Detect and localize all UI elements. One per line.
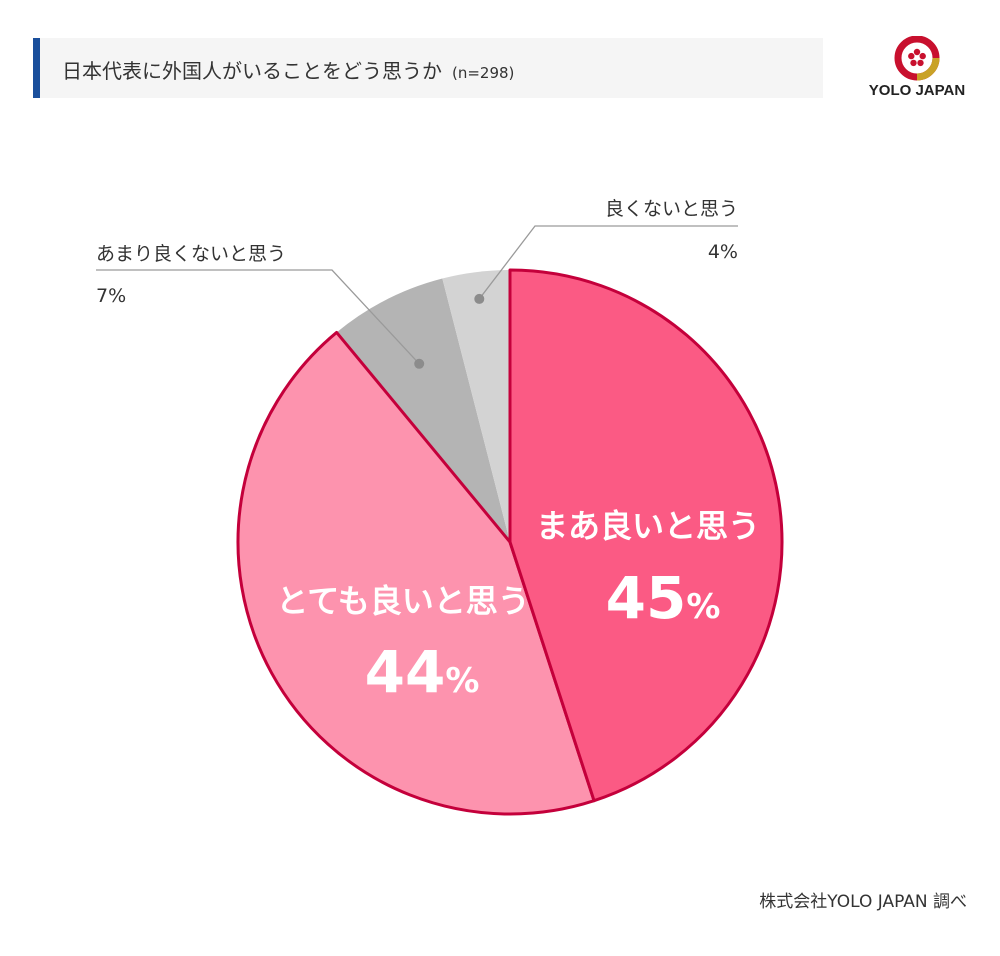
slice-value-3: 7% — [96, 285, 126, 307]
slice-label-4: 良くないと思う — [605, 198, 738, 220]
slice-label-1: まあ良いと思う — [536, 507, 760, 545]
slice-label-2: とても良いと思う — [276, 582, 529, 620]
callout-line-4 — [478, 225, 738, 300]
pie-slice-1 — [508, 268, 784, 803]
slice-value-4: 4% — [708, 241, 738, 263]
source-credit: 株式会社YOLO JAPAN 調べ — [759, 892, 967, 912]
chart-title-wrap: 日本代表に外国人がいることをどう思うか (n=298) — [62, 55, 514, 84]
callout-line-3 — [96, 269, 420, 365]
logo-wordmark: YOLO JAPAN — [868, 82, 966, 99]
chart-title: 日本代表に外国人がいることをどう思うか — [62, 59, 442, 83]
chart-header: 日本代表に外国人がいることをどう思うか (n=298) — [33, 38, 823, 98]
pie-slice-3 — [336, 278, 510, 542]
sample-size: (n=298) — [452, 64, 515, 82]
slice-label-3: あまり良くないと思う — [96, 243, 286, 265]
callout-dot-4 — [474, 293, 485, 304]
pie-slice-4 — [442, 270, 510, 542]
callout-dot-3 — [414, 358, 425, 369]
sakura-emblem-icon — [894, 35, 940, 81]
yolo-japan-logo: YOLO JAPAN — [862, 35, 972, 106]
pie-slice-2 — [236, 330, 596, 816]
slice-value-2: 44% — [365, 638, 480, 706]
slice-value-1: 45% — [606, 564, 721, 632]
